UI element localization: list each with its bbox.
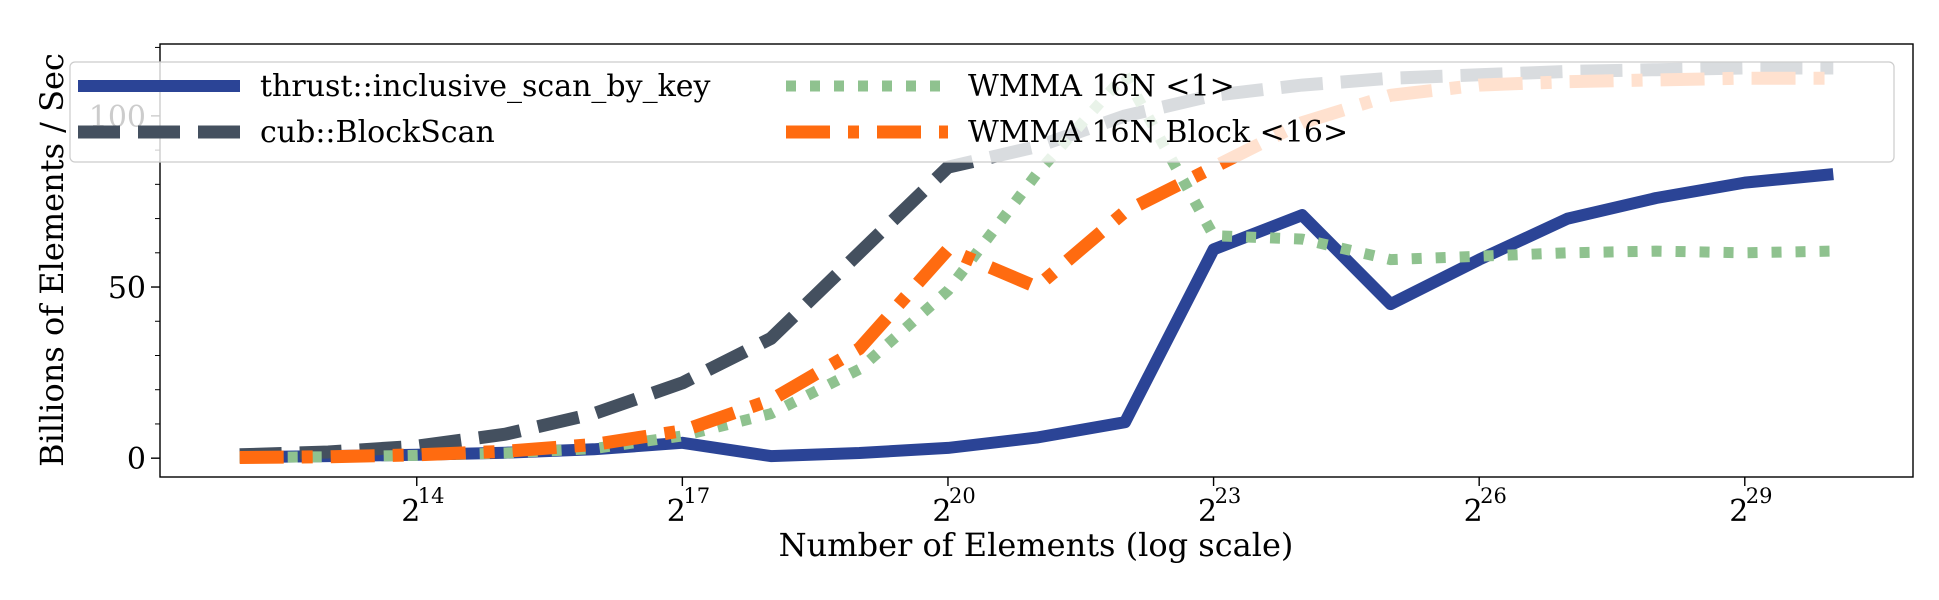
y-axis-title: Billions of Elements / Sec xyxy=(33,53,71,467)
x-tick-label: 2 xyxy=(1198,494,1217,529)
x-axis-title: Number of Elements (log scale) xyxy=(779,526,1294,564)
legend-label-4: WMMA 16N Block <16> xyxy=(968,115,1348,150)
x-tick-exponent: 14 xyxy=(418,484,445,508)
y-tick-label: 50 xyxy=(108,271,146,306)
x-tick-label: 2 xyxy=(932,494,951,529)
x-tick-label: 2 xyxy=(1464,494,1483,529)
plot-lines xyxy=(239,61,1834,464)
legend-box xyxy=(69,61,1895,163)
x-tick-exponent: 17 xyxy=(683,484,710,508)
plot-frame xyxy=(159,43,1914,478)
legend-label-1: thrust::inclusive_scan_by_key xyxy=(260,69,711,104)
y-tick-label: 0 xyxy=(127,442,146,477)
x-tick-exponent: 23 xyxy=(1215,484,1242,508)
x-tick-label: 2 xyxy=(667,494,686,529)
legend: thrust::inclusive_scan_by_keycub::BlockS… xyxy=(69,61,1895,163)
x-tick-label: 2 xyxy=(1729,494,1748,529)
x-tick-exponent: 29 xyxy=(1746,484,1773,508)
series-line-1 xyxy=(239,168,1834,464)
x-tick-exponent: 26 xyxy=(1480,484,1507,508)
legend-label-2: cub::BlockScan xyxy=(260,115,495,150)
series-line-3 xyxy=(239,69,1834,463)
x-tick-label: 2 xyxy=(401,494,420,529)
x-tick-exponent: 20 xyxy=(949,484,976,508)
legend-label-3: WMMA 16N <1> xyxy=(968,69,1235,104)
x-axis: 214 217 220 223 226 229 xyxy=(401,477,1773,529)
series-line-2 xyxy=(239,61,1834,462)
